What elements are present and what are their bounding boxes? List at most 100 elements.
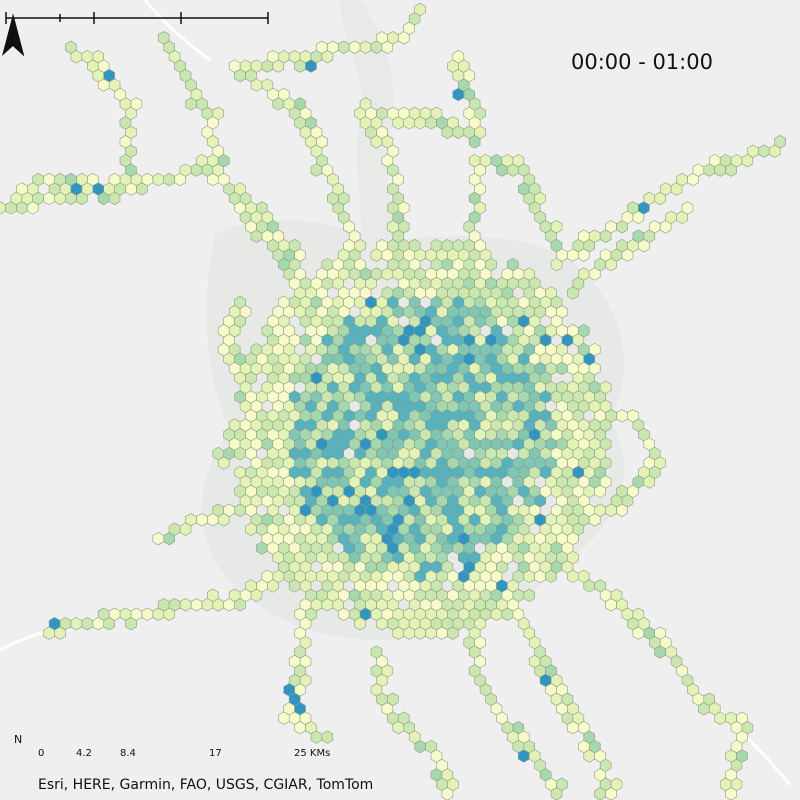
hex-cell bbox=[212, 106, 224, 121]
hex-cell bbox=[190, 598, 203, 612]
hex-cell bbox=[97, 191, 110, 206]
hex-cell bbox=[659, 182, 672, 196]
hex-cell bbox=[196, 513, 208, 527]
hex-cell bbox=[376, 106, 388, 121]
hex-cell bbox=[692, 163, 705, 177]
hex-cell bbox=[523, 588, 536, 602]
hex-cell bbox=[594, 787, 606, 800]
hex-cell bbox=[583, 503, 596, 517]
hex-cell bbox=[0, 201, 6, 215]
hex-cell bbox=[92, 617, 104, 631]
hex-cell bbox=[376, 617, 388, 631]
scale-tick-label: 25 KMs bbox=[294, 748, 331, 759]
hex-cell bbox=[103, 617, 115, 631]
hex-cell bbox=[152, 607, 164, 621]
hex-cell bbox=[310, 163, 323, 177]
hex-cell bbox=[217, 513, 230, 527]
hex-cell bbox=[196, 153, 208, 168]
hex-cell bbox=[321, 730, 334, 744]
hex-cell bbox=[643, 191, 656, 206]
hex-cell bbox=[468, 153, 481, 168]
scale-tick-label: 4.2 bbox=[76, 748, 92, 759]
hex-cell bbox=[310, 730, 323, 744]
hex-cell bbox=[245, 522, 257, 536]
hex-cell bbox=[250, 59, 263, 73]
north-label: N bbox=[14, 733, 23, 746]
hex-cell bbox=[26, 201, 39, 215]
hex-cell bbox=[774, 135, 787, 149]
hex-cell bbox=[54, 172, 66, 187]
hex-cell bbox=[10, 191, 23, 206]
hex-cell bbox=[414, 739, 426, 754]
hex-cell bbox=[294, 97, 306, 111]
hex-cell bbox=[321, 598, 334, 612]
hex-cell bbox=[758, 144, 770, 158]
hex-cell bbox=[501, 607, 514, 621]
scale-bar bbox=[5, 12, 269, 24]
hex-cell bbox=[152, 532, 164, 546]
hex-cell bbox=[76, 172, 88, 187]
hex-cell bbox=[234, 503, 246, 517]
hex-cell bbox=[605, 787, 617, 800]
hex-cell bbox=[228, 59, 241, 73]
hex-cell bbox=[92, 50, 104, 64]
scale-tick-label: 17 bbox=[209, 748, 222, 759]
hex-cell bbox=[65, 40, 77, 54]
road bbox=[143, 0, 211, 62]
hex-cell bbox=[359, 40, 372, 54]
hex-cell bbox=[577, 229, 590, 243]
hex-cell bbox=[163, 172, 175, 187]
hex-cell bbox=[141, 607, 154, 621]
hex-cell bbox=[425, 626, 437, 640]
time-range-label: 00:00 - 01:00 bbox=[571, 50, 713, 74]
hex-cell bbox=[714, 163, 726, 177]
hex-cell bbox=[387, 692, 399, 706]
hex-cell bbox=[76, 191, 88, 206]
hex-cell bbox=[125, 617, 137, 631]
hex-cell bbox=[43, 172, 55, 187]
hex-cell bbox=[676, 172, 688, 187]
scale-tick-label: 8.4 bbox=[120, 748, 136, 759]
hex-cell bbox=[387, 31, 399, 45]
hex-cell bbox=[588, 229, 601, 243]
hex-cell bbox=[632, 626, 645, 640]
hex-cell bbox=[65, 172, 77, 187]
hex-cell bbox=[43, 626, 55, 640]
hex-cell bbox=[594, 484, 606, 499]
hex-cell bbox=[234, 352, 246, 366]
hex-cell bbox=[577, 267, 590, 281]
hex-cell bbox=[217, 456, 230, 470]
hex-cell bbox=[81, 617, 94, 631]
hex-cell bbox=[261, 78, 274, 92]
hex-cell bbox=[681, 201, 694, 215]
hex-cell bbox=[392, 721, 405, 735]
hex-cell bbox=[730, 153, 743, 168]
hex-cell bbox=[26, 182, 39, 196]
hex-cell bbox=[234, 446, 246, 461]
hex-cell bbox=[714, 711, 726, 725]
hex-cell bbox=[436, 626, 448, 640]
hex-cell bbox=[567, 721, 579, 735]
hex-cell bbox=[512, 153, 525, 168]
hex-cell bbox=[256, 541, 268, 555]
hex-cell bbox=[87, 172, 99, 187]
hex-cell bbox=[452, 125, 465, 139]
hex-cell bbox=[370, 248, 383, 262]
hex-cell bbox=[228, 191, 241, 206]
hex-cell bbox=[627, 201, 639, 215]
hex-cell bbox=[550, 787, 563, 800]
hex-cell bbox=[747, 144, 759, 158]
hex-cell bbox=[698, 702, 710, 716]
hex-cell bbox=[316, 40, 328, 54]
hex-cell bbox=[152, 172, 164, 187]
hex-cell bbox=[359, 97, 372, 111]
map-attribution: Esri, HERE, Garmin, FAO, USGS, CGIAR, To… bbox=[38, 777, 374, 793]
hex-cell bbox=[414, 116, 426, 130]
hex-cell bbox=[616, 503, 628, 517]
hex-cell bbox=[65, 191, 77, 206]
hex-cell bbox=[490, 607, 503, 621]
hex-cell bbox=[441, 125, 454, 139]
hex-cell bbox=[223, 598, 235, 612]
